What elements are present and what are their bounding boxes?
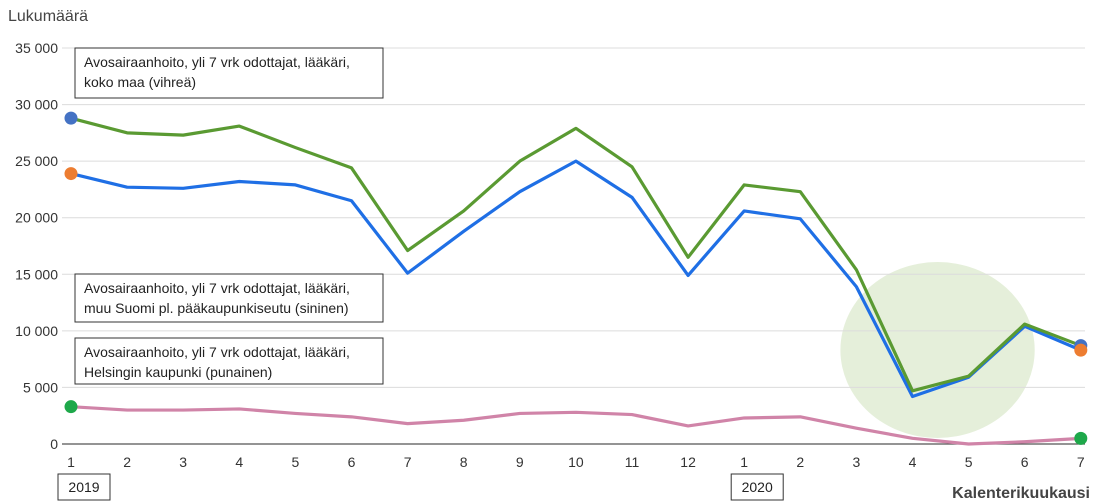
x-axis-title: Kalenterikuukausi xyxy=(952,485,1090,502)
x-tick-label: 4 xyxy=(909,454,917,470)
x-tick-label: 9 xyxy=(516,454,524,470)
annotation-box xyxy=(74,47,384,99)
series-1-start-marker xyxy=(64,167,78,181)
annotation-text: koko maa (vihreä) xyxy=(84,74,196,90)
series-line-0 xyxy=(69,116,1083,393)
x-tick-label: 1 xyxy=(740,454,748,470)
x-tick-label: 11 xyxy=(625,454,640,470)
y-tick-label: 25 000 xyxy=(15,153,58,169)
annotation-box xyxy=(74,273,384,323)
x-tick-label: 2 xyxy=(123,454,131,470)
series-2-start-marker xyxy=(64,400,78,414)
annotation-text: Helsingin kaupunki (punainen) xyxy=(84,364,272,380)
series-line-2 xyxy=(69,405,1083,446)
y-tick-label: 35 000 xyxy=(15,40,58,56)
y-axis-title: Lukumäärä xyxy=(8,8,88,25)
year-label-box xyxy=(730,473,784,501)
x-tick-label: 6 xyxy=(1021,454,1029,470)
x-tick-label: 7 xyxy=(1077,454,1085,470)
y-tick-label: 15 000 xyxy=(15,266,58,282)
x-tick-label: 4 xyxy=(235,454,243,470)
x-tick-label: 3 xyxy=(179,454,187,470)
y-tick-label: 0 xyxy=(50,436,58,452)
x-tick-label: 5 xyxy=(292,454,300,470)
x-tick-label: 2 xyxy=(796,454,804,470)
x-tick-label: 3 xyxy=(853,454,861,470)
y-tick-label: 20 000 xyxy=(15,210,58,226)
year-label: 2020 xyxy=(742,479,773,495)
x-tick-label: 5 xyxy=(965,454,973,470)
year-label-box xyxy=(57,473,111,501)
annotation-text: Avosairaanhoito, yli 7 vrk odottajat, lä… xyxy=(84,280,350,296)
x-tick-label: 1 xyxy=(67,454,75,470)
highlight-region xyxy=(840,262,1035,438)
x-tick-label: 10 xyxy=(568,454,584,470)
series-line-1 xyxy=(69,159,1083,399)
y-tick-label: 10 000 xyxy=(15,323,58,339)
y-tick-label: 30 000 xyxy=(15,97,58,113)
annotation-text: Avosairaanhoito, yli 7 vrk odottajat, lä… xyxy=(84,54,350,70)
annotation-box xyxy=(74,337,384,385)
series-2-end-marker xyxy=(1074,431,1088,445)
series-0-start-marker xyxy=(64,111,78,125)
series-1-end-marker xyxy=(1074,343,1088,357)
annotation-text: muu Suomi pl. pääkaupunkiseutu (sininen) xyxy=(84,300,349,316)
y-tick-label: 5 000 xyxy=(23,379,58,395)
annotation-text: Avosairaanhoito, yli 7 vrk odottajat, lä… xyxy=(84,344,350,360)
x-tick-label: 7 xyxy=(404,454,412,470)
x-tick-label: 8 xyxy=(460,454,468,470)
x-tick-label: 12 xyxy=(680,454,696,470)
x-tick-label: 6 xyxy=(348,454,356,470)
year-label: 2019 xyxy=(68,479,99,495)
